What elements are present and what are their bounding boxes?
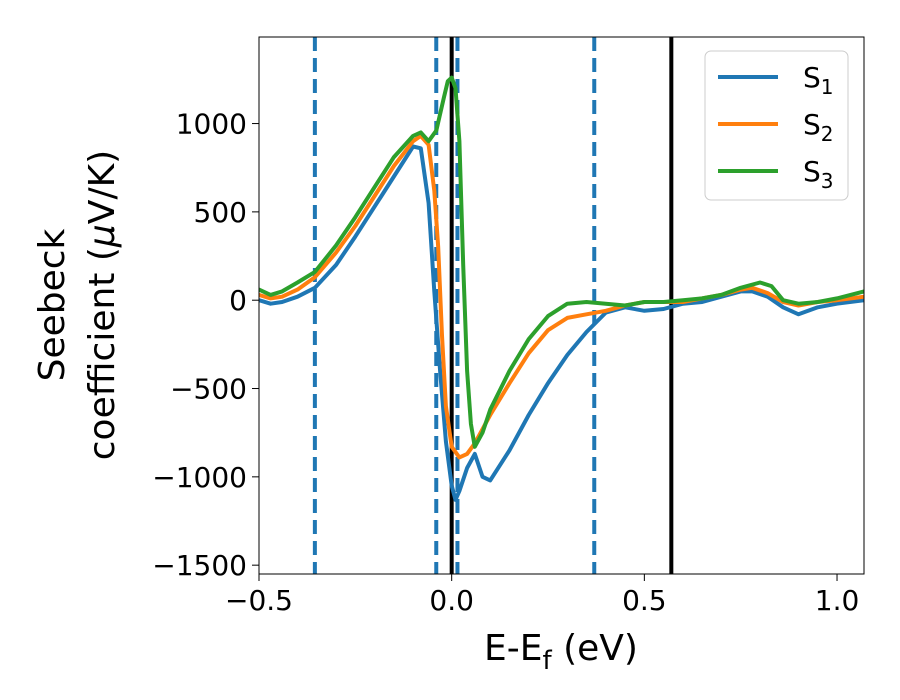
y-axis-label-line1: Seebeck xyxy=(32,228,73,381)
x-axis-label: E-Ef (eV) xyxy=(484,628,638,676)
x-tick-label: 1.0 xyxy=(815,584,860,617)
x-tick-label: −0.5 xyxy=(225,584,293,617)
y-tick-label: 0 xyxy=(229,284,247,317)
y-axis-label: Seebeck coefficient (μV/K) xyxy=(32,150,123,460)
legend: S1 S2 S3 xyxy=(704,50,849,201)
x-tick-label: 0.5 xyxy=(622,584,667,617)
y-tick-label: 1000 xyxy=(176,108,247,141)
series-line-s3 xyxy=(259,75,864,449)
y-tick-label: −500 xyxy=(170,373,247,406)
legend-label-s2: S2 xyxy=(803,108,834,146)
plot-frame xyxy=(258,36,865,575)
data-series xyxy=(259,75,864,502)
y-tick-label: −1000 xyxy=(152,461,247,494)
x-tick-label: 0.0 xyxy=(429,584,474,617)
legend-label-s3: S3 xyxy=(803,155,834,193)
legend-label-s1: S1 xyxy=(803,61,834,99)
series-line-s1 xyxy=(259,144,864,502)
y-tick-label: −1500 xyxy=(152,549,247,582)
y-tick-label: 500 xyxy=(194,196,247,229)
y-axis: −1500 −1000 −500 0 500 1000 xyxy=(152,108,259,582)
x-axis: −0.5 0.0 0.5 1.0 xyxy=(225,574,859,617)
y-axis-label-line2: coefficient (μV/K) xyxy=(82,150,123,460)
